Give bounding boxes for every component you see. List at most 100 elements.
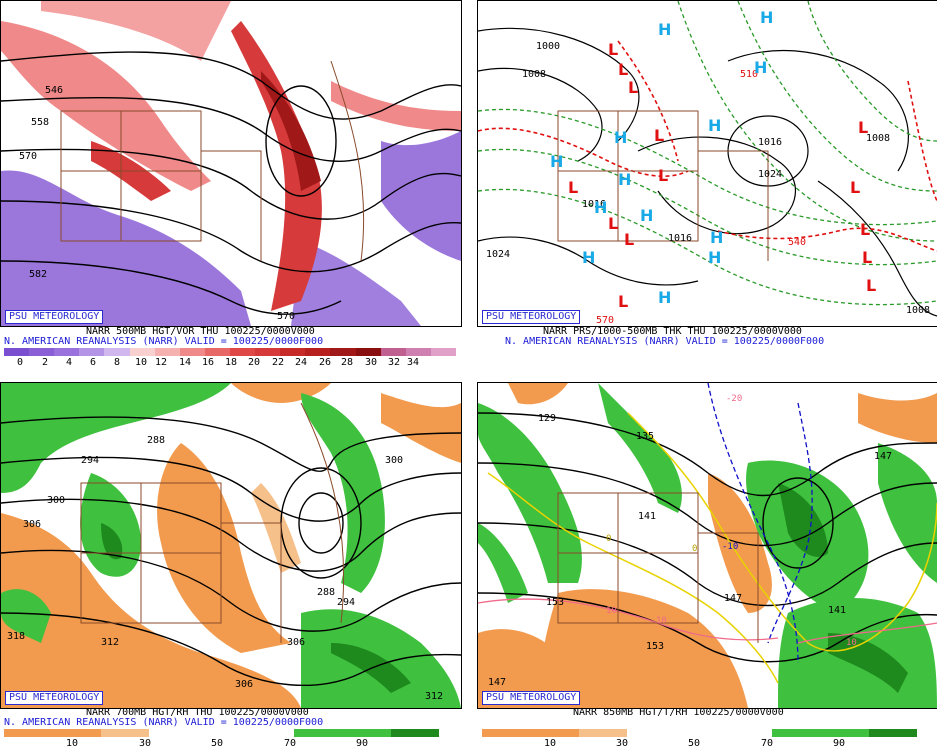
colorbar-tick: 18 bbox=[224, 357, 238, 368]
contour-label: 312 bbox=[425, 691, 443, 702]
colorbar-tick: 70 bbox=[283, 738, 297, 749]
high-pressure-marker: H bbox=[658, 20, 671, 39]
contour-label: 153 bbox=[646, 641, 664, 652]
colorbar-tick: 34 bbox=[406, 357, 420, 368]
high-pressure-marker: H bbox=[618, 170, 631, 189]
contour-label: 153 bbox=[546, 597, 564, 608]
contour-label: 141 bbox=[828, 605, 846, 616]
colorbar-tick: 32 bbox=[387, 357, 401, 368]
isotherm-label: 10 bbox=[846, 638, 857, 648]
colorbar-tick: 30 bbox=[615, 738, 629, 749]
isobar-label: 1024 bbox=[758, 169, 782, 180]
colorbar-tick: 30 bbox=[138, 738, 152, 749]
colorbar-tick: 4 bbox=[65, 357, 73, 368]
contour-label: 294 bbox=[81, 455, 99, 466]
thickness-label: 510 bbox=[740, 69, 758, 80]
colorbar-tick: 22 bbox=[271, 357, 285, 368]
contour-label: 288 bbox=[147, 435, 165, 446]
psu-meteorology-badge: PSU METEOROLOGY bbox=[482, 310, 581, 324]
contour-label: 306 bbox=[235, 679, 253, 690]
colorbar-tick: 30 bbox=[364, 357, 378, 368]
thickness-label: 540 bbox=[788, 237, 806, 248]
rh-colorbar bbox=[482, 729, 917, 737]
high-pressure-marker: H bbox=[760, 8, 773, 27]
high-pressure-marker: H bbox=[658, 288, 671, 307]
contour-label: 294 bbox=[337, 597, 355, 608]
colorbar-tick: 12 bbox=[154, 357, 168, 368]
contour-label: 147 bbox=[724, 593, 742, 604]
panel-pressure-thickness: 1000 1008 1024 1016 1024 1016 1008 1016 … bbox=[477, 0, 937, 327]
high-pressure-marker: H bbox=[754, 58, 767, 77]
low-pressure-marker: L bbox=[858, 118, 868, 137]
colorbar-tick: 0 bbox=[16, 357, 24, 368]
isotherm-label: 10 bbox=[606, 606, 617, 616]
low-pressure-marker: L bbox=[608, 40, 618, 59]
panel-4-title: NARR 850MB HGT/T/RH 100225/0000V000 bbox=[573, 707, 784, 718]
contour-label: 558 bbox=[31, 117, 49, 128]
colorbar-tick: 90 bbox=[355, 738, 369, 749]
isobar-label: 1008 bbox=[522, 69, 546, 80]
colorbar-tick: 10 bbox=[134, 357, 148, 368]
low-pressure-marker: L bbox=[866, 276, 876, 295]
colorbar-tick: 28 bbox=[340, 357, 354, 368]
isobar-label: 1016 bbox=[582, 199, 606, 210]
contour-label: 546 bbox=[45, 85, 63, 96]
contour-label: 147 bbox=[874, 451, 892, 462]
panel-3-title: NARR 700MB HGT/RH THU 100225/0000V000 bbox=[86, 707, 309, 718]
low-pressure-marker: L bbox=[862, 248, 872, 267]
isobar-label: 1024 bbox=[486, 249, 510, 260]
thickness-label: 570 bbox=[596, 315, 614, 326]
contour-label: 306 bbox=[23, 519, 41, 530]
low-pressure-marker: L bbox=[568, 178, 578, 197]
high-pressure-marker: H bbox=[550, 152, 563, 171]
map-700mb-rh: 288 294 300 306 318 312 306 306 312 288 … bbox=[1, 383, 461, 708]
colorbar-tick: 90 bbox=[832, 738, 846, 749]
rh-colorbar bbox=[4, 729, 439, 737]
contour-label: 306 bbox=[287, 637, 305, 648]
panel-2-title: NARR PRS/1000-500MB THK THU 100225/0000V… bbox=[543, 326, 802, 337]
high-pressure-marker: H bbox=[708, 116, 721, 135]
map-pressure-thickness: 1000 1008 1024 1016 1024 1016 1008 1016 … bbox=[478, 1, 937, 326]
low-pressure-marker: L bbox=[608, 214, 618, 233]
colorbar-tick: 10 bbox=[65, 738, 79, 749]
panel-500mb-vorticity: 546 558 570 582 570 PSU METEOROLOGY bbox=[0, 0, 462, 327]
colorbar-tick: 14 bbox=[178, 357, 192, 368]
contour-label: 582 bbox=[29, 269, 47, 280]
panel-700mb-rh: 288 294 300 306 318 312 306 306 312 288 … bbox=[0, 382, 462, 709]
colorbar-tick: 6 bbox=[89, 357, 97, 368]
low-pressure-marker: L bbox=[624, 230, 634, 249]
low-pressure-marker: L bbox=[628, 78, 638, 97]
isotherm-label: -20 bbox=[726, 394, 742, 404]
contour-label: 312 bbox=[101, 637, 119, 648]
isotherm-label: -10 bbox=[722, 542, 738, 552]
colorbar-tick: 10 bbox=[543, 738, 557, 749]
colorbar-tick: 16 bbox=[201, 357, 215, 368]
vorticity-colorbar bbox=[4, 348, 456, 356]
contour-label: 129 bbox=[538, 413, 556, 424]
map-850mb-temp-rh: 129 135 141 147 153 153 147 141 147 -10 … bbox=[478, 383, 937, 708]
high-pressure-marker: H bbox=[614, 128, 627, 147]
low-pressure-marker: L bbox=[654, 126, 664, 145]
panel-2-subtitle: N. AMERICAN REANALYSIS (NARR) VALID = 10… bbox=[505, 336, 825, 347]
contour-label: 147 bbox=[488, 677, 506, 688]
colorbar-tick: 50 bbox=[687, 738, 701, 749]
low-pressure-marker: L bbox=[850, 178, 860, 197]
contour-label: 318 bbox=[7, 631, 25, 642]
colorbar-tick: 8 bbox=[113, 357, 121, 368]
map-500mb-vorticity: 546 558 570 582 570 bbox=[1, 1, 461, 326]
low-pressure-marker: L bbox=[658, 166, 668, 185]
isotherm-label: 0 bbox=[606, 534, 611, 544]
panel-1-title: NARR 500MB HGT/VOR THU 100225/0000V000 bbox=[86, 326, 315, 337]
isobar-label: 1000 bbox=[536, 41, 560, 52]
contour-label: 570 bbox=[277, 311, 295, 322]
high-pressure-marker: H bbox=[582, 248, 595, 267]
psu-meteorology-badge: PSU METEOROLOGY bbox=[482, 691, 581, 705]
isotherm-label: 0 bbox=[692, 544, 697, 554]
low-pressure-marker: L bbox=[618, 60, 628, 79]
psu-meteorology-badge: PSU METEOROLOGY bbox=[5, 691, 104, 705]
contour-label: 300 bbox=[47, 495, 65, 506]
isobar-label: 1016 bbox=[758, 137, 782, 148]
contour-label: 570 bbox=[19, 151, 37, 162]
colorbar-tick: 20 bbox=[247, 357, 261, 368]
low-pressure-marker: L bbox=[860, 220, 870, 239]
